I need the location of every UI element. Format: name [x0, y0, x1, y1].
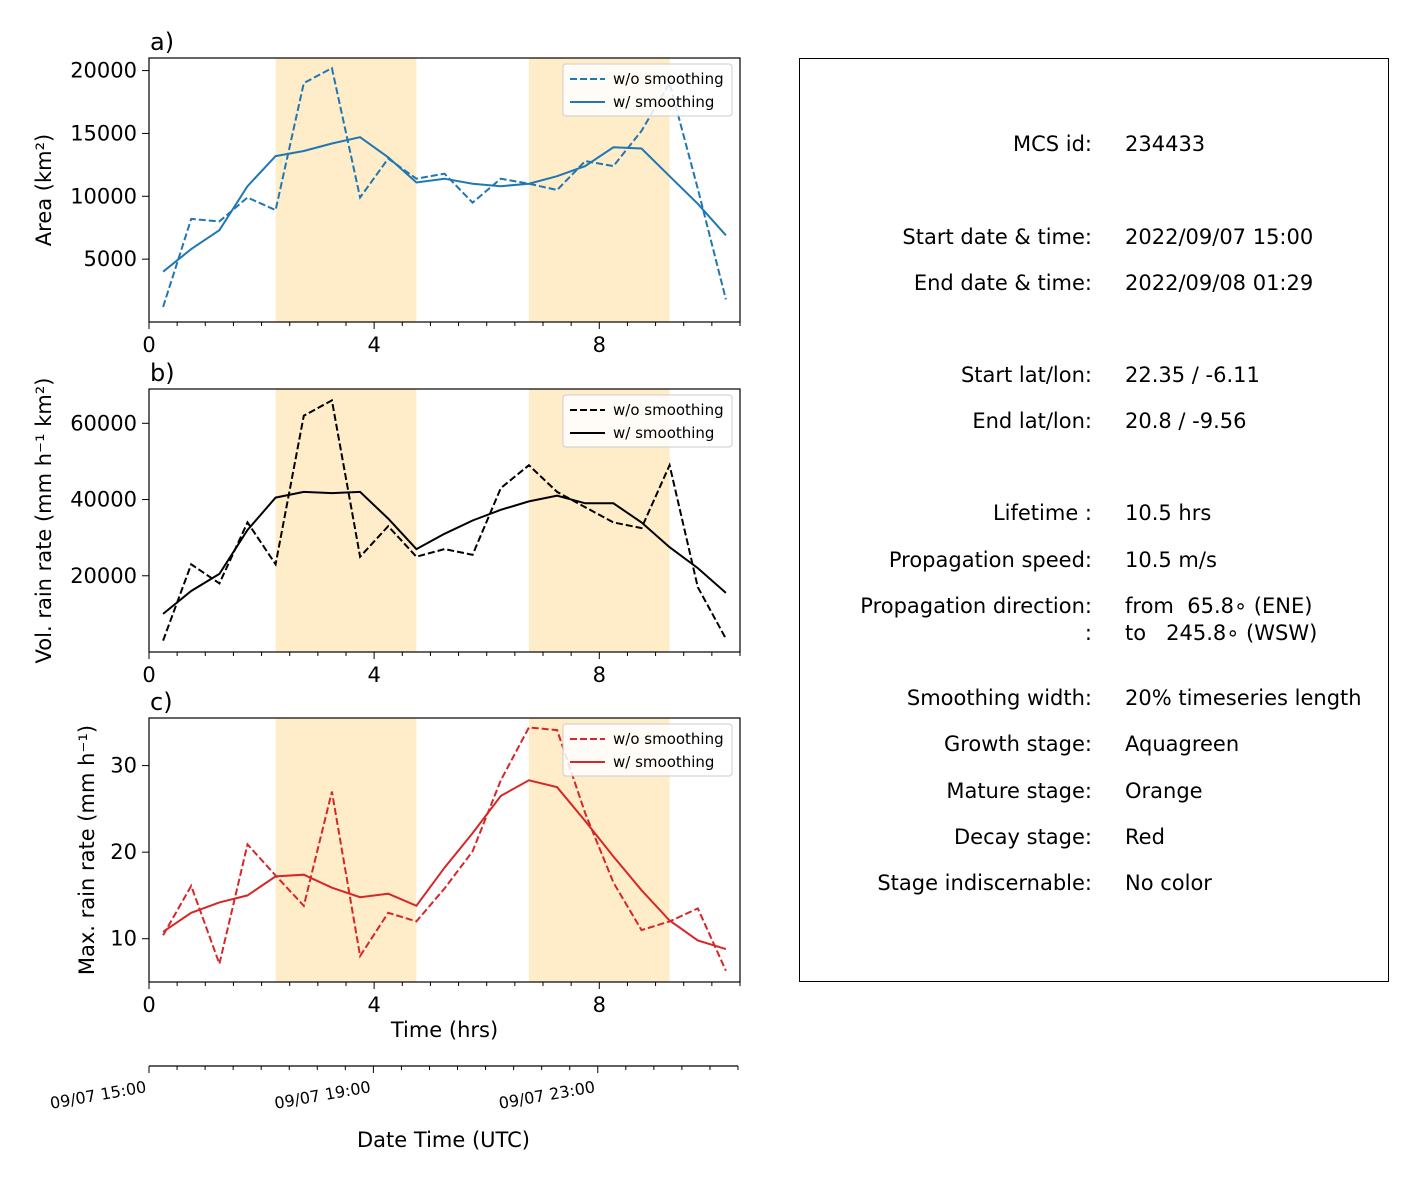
info-label: Stage indiscernable:	[877, 871, 1092, 895]
info-label: Growth stage:	[943, 732, 1092, 756]
date-axis-label: Date Time (UTC)	[357, 1128, 530, 1152]
mature-stage-shade	[275, 58, 417, 322]
x-tick-label: 8	[593, 663, 606, 687]
legend-label: w/o smoothing	[613, 70, 724, 88]
x-tick-label: 4	[367, 663, 380, 687]
y-tick-label: 40000	[70, 488, 137, 512]
legend-label: w/o smoothing	[613, 401, 724, 419]
x-tick-label: 0	[142, 333, 155, 357]
series-without-smoothing	[162, 66, 727, 308]
panel-label: a)	[150, 28, 174, 56]
x-tick-label: 4	[367, 993, 380, 1017]
info-value: 2022/09/07 15:00	[1125, 225, 1314, 249]
x-tick-label: 0	[142, 663, 155, 687]
y-tick-label: 10000	[70, 184, 137, 208]
date-axis: 09/07 15:00 09/07 19:00 09/07 23:00 Date Ti…	[49, 1065, 739, 1152]
info-label: MCS id:	[1012, 132, 1092, 156]
x-tick-label: 0	[142, 993, 155, 1017]
y-tick-label: 5000	[84, 247, 137, 271]
series-with-smoothing	[162, 779, 727, 951]
y-tick-label: 30	[110, 754, 137, 778]
y-tick-label: 10	[110, 927, 137, 951]
info-value: Aquagreen	[1125, 732, 1240, 756]
info-value: No color	[1125, 871, 1212, 895]
series-with-smoothing	[162, 136, 727, 273]
panel-a: 0 4 8 5000 10000 15000 20000 Area (km²) a) w/o sm…	[32, 28, 741, 357]
date-tick-label: 09/07 19:00	[273, 1077, 372, 1113]
panel-label: c)	[150, 688, 173, 716]
legend-box	[562, 723, 733, 777]
legend: w/o smoothing w/ smoothing	[562, 723, 733, 777]
info-value: 234433	[1125, 132, 1206, 156]
info-label: Propagation direction:	[860, 594, 1092, 618]
info-label: Start date & time:	[902, 225, 1092, 249]
info-label: Lifetime :	[992, 501, 1092, 525]
legend-label: w/ smoothing	[613, 753, 714, 771]
x-axis-label: Time (hrs)	[390, 1018, 498, 1042]
axes-frame	[148, 388, 741, 653]
axes-frame	[148, 717, 741, 983]
series-with-smoothing	[162, 490, 727, 615]
legend-box	[562, 394, 733, 448]
legend: w/o smoothing w/ smoothing	[562, 394, 733, 448]
info-value: to 245.8∘ (WSW)	[1125, 621, 1318, 645]
legend: w/o smoothing w/ smoothing	[562, 63, 733, 117]
date-tick-label: 09/07 15:00	[49, 1077, 148, 1113]
legend-label: w/ smoothing	[613, 93, 714, 111]
panel-c: 0 4 8 10 20 30 Max. rain rate (mm h⁻¹) c) w/o sm…	[75, 688, 741, 1017]
y-axis-label: Max. rain rate (mm h⁻¹)	[75, 725, 99, 975]
info-label: End date & time:	[913, 271, 1092, 295]
x-tick-label: 8	[593, 993, 606, 1017]
info-value: 2022/09/08 01:29	[1125, 271, 1314, 295]
y-tick-label: 60000	[70, 411, 137, 435]
info-value: 20% timeseries length	[1125, 686, 1362, 710]
legend-box	[562, 63, 733, 117]
info-value: from 65.8∘ (ENE)	[1125, 594, 1313, 618]
x-tick-label: 8	[593, 333, 606, 357]
mature-stage-shade	[275, 389, 417, 652]
legend-label: w/o smoothing	[613, 730, 724, 748]
info-label: Decay stage:	[954, 825, 1092, 849]
date-tick-label: 09/07 23:00	[497, 1077, 596, 1113]
panel-label: b)	[150, 359, 175, 387]
x-tick-label: 4	[367, 333, 380, 357]
series-without-smoothing	[162, 398, 727, 641]
info-value: 22.35 / -6.11	[1125, 363, 1260, 387]
y-tick-label: 20000	[70, 564, 137, 588]
panel-b: 0 4 8 20000 40000 60000 Vol. rain rate (mm h⁻¹…	[32, 359, 741, 687]
info-value: 10.5 hrs	[1125, 501, 1212, 525]
info-label: Smoothing width:	[906, 686, 1092, 710]
y-axis-label: Area (km²)	[32, 134, 56, 246]
y-axis-label: Vol. rain rate (mm h⁻¹ km²)	[32, 378, 56, 664]
info-label: Mature stage:	[946, 779, 1092, 803]
info-value: Red	[1125, 825, 1165, 849]
info-label: Start lat/lon:	[960, 363, 1092, 387]
y-tick-label: 15000	[70, 121, 137, 145]
info-label: End lat/lon:	[972, 409, 1092, 433]
info-label: :	[1084, 621, 1092, 645]
mature-stage-shade	[275, 718, 417, 982]
axes-frame	[148, 57, 741, 323]
y-tick-label: 20000	[70, 59, 137, 83]
info-value: Orange	[1125, 779, 1203, 803]
info-value: 10.5 m/s	[1125, 548, 1217, 572]
series-without-smoothing	[162, 726, 727, 972]
mcs-info-panel: MCS id: 234433 Start date & time: 2022/09/0…	[799, 58, 1389, 982]
info-value: 20.8 / -9.56	[1125, 409, 1247, 433]
info-label: Propagation speed:	[888, 548, 1092, 572]
legend-label: w/ smoothing	[613, 424, 714, 442]
y-tick-label: 20	[110, 840, 137, 864]
